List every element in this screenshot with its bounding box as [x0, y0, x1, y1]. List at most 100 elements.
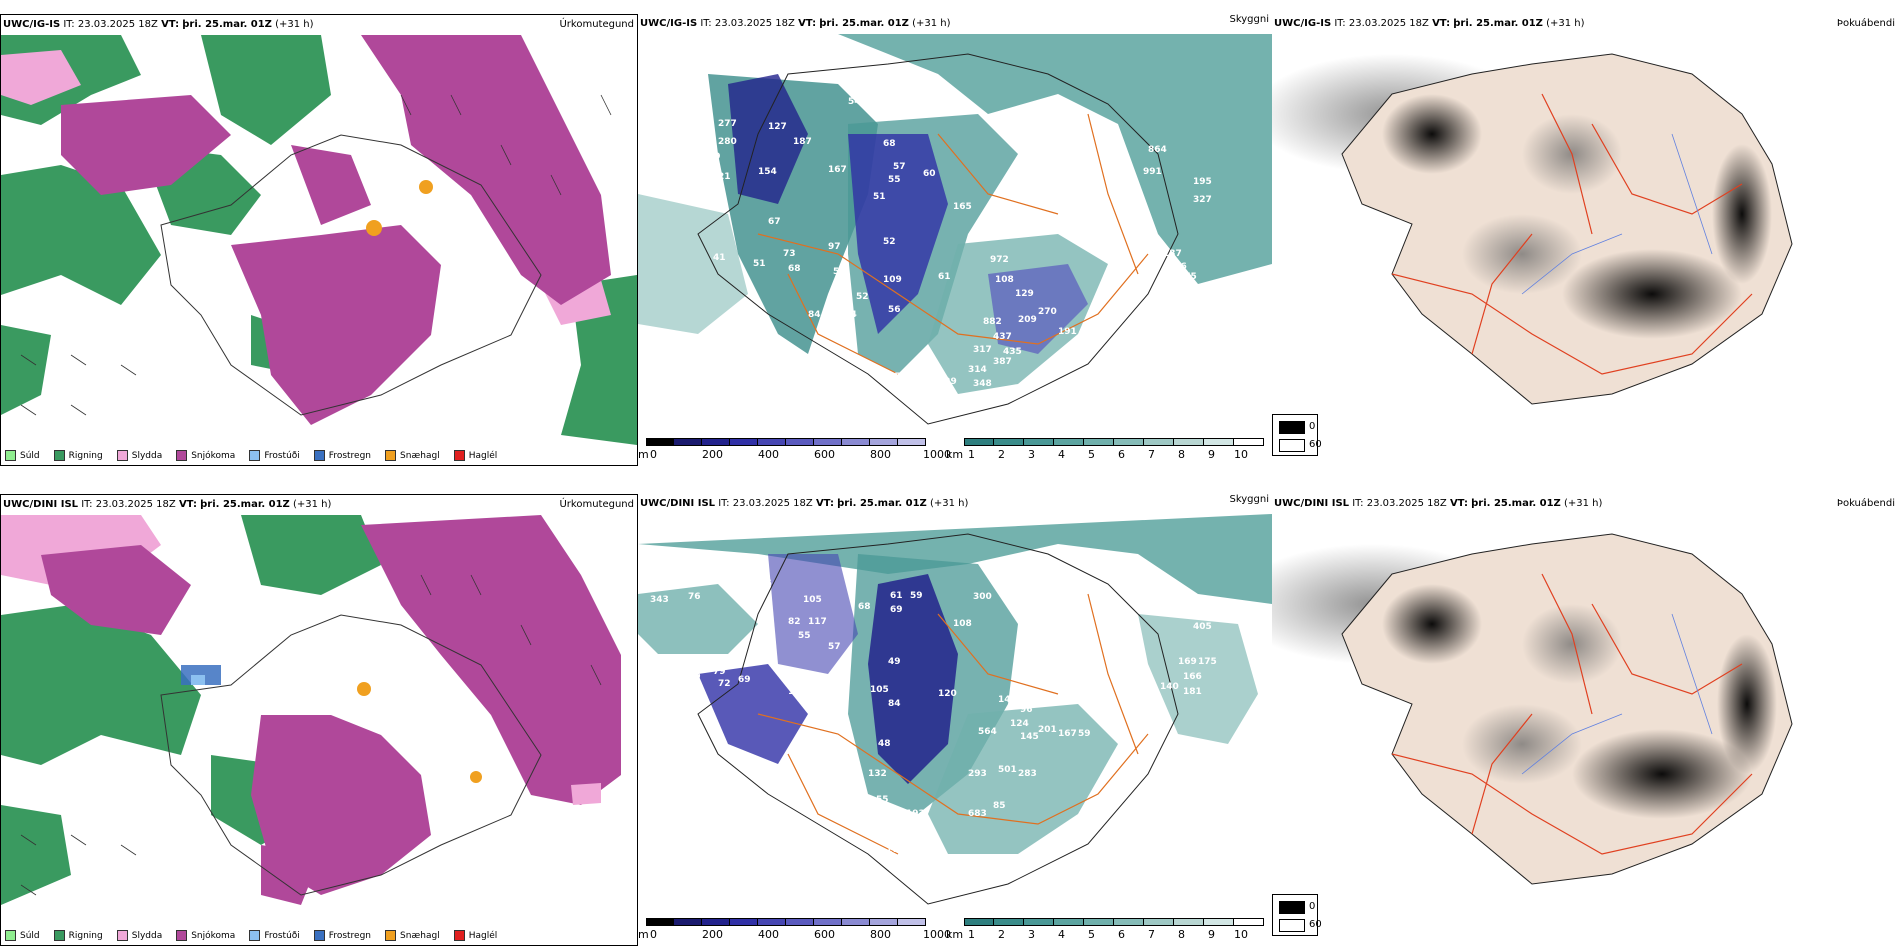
panel-type-label: Þokuábendi [1836, 18, 1895, 29]
legend-item: Slydda [116, 930, 162, 941]
svg-text:343: 343 [650, 595, 669, 605]
svg-text:314: 314 [968, 365, 987, 375]
svg-text:437: 437 [993, 332, 1012, 342]
cloud-map-top: 545 127 277 280 187 68 79 154 57 167 55 … [638, 34, 1272, 434]
svg-text:68: 68 [883, 139, 896, 149]
precip-map-top [1, 35, 637, 445]
cloud-panel-bottom: UWC/DINI ISL IT: 23.03.2025 18Z VT: þri.… [638, 494, 1272, 946]
svg-text:51: 51 [753, 259, 766, 269]
svg-text:24: 24 [918, 403, 931, 413]
svg-text:166: 166 [1183, 672, 1202, 682]
svg-text:82: 82 [788, 617, 801, 627]
svg-text:52: 52 [883, 237, 896, 247]
svg-text:317: 317 [973, 345, 992, 355]
svg-text:35: 35 [658, 682, 671, 692]
fog-map-bottom [1272, 514, 1900, 914]
svg-text:972: 972 [990, 255, 1009, 265]
panel-title-bottom-mid: UWC/DINI ISL IT: 23.03.2025 18Z VT: þri.… [640, 498, 969, 509]
legend-item: Snjókoma [176, 450, 235, 461]
svg-text:68: 68 [788, 264, 801, 274]
svg-text:991: 991 [1143, 167, 1162, 177]
panel-type-label: Úrkomutegund [559, 19, 634, 30]
cloud-panel-top: UWC/IG-IS IT: 23.03.2025 18Z VT: þri. 25… [638, 14, 1272, 466]
svg-text:52: 52 [856, 292, 869, 302]
svg-text:68: 68 [858, 602, 871, 612]
svg-text:72: 72 [883, 827, 896, 837]
svg-text:169: 169 [1178, 657, 1197, 667]
svg-text:683: 683 [968, 809, 987, 819]
legend-item: Snjókoma [176, 930, 235, 941]
svg-text:59: 59 [910, 591, 923, 601]
svg-text:405: 405 [1193, 622, 1212, 632]
svg-text:435: 435 [1003, 347, 1022, 357]
svg-text:57: 57 [828, 642, 841, 652]
svg-text:348: 348 [973, 379, 992, 389]
svg-text:637: 637 [1153, 599, 1172, 609]
panel-title-top-mid: UWC/IG-IS IT: 23.03.2025 18Z VT: þri. 25… [640, 18, 951, 29]
svg-text:300: 300 [973, 592, 992, 602]
svg-text:109: 109 [883, 275, 902, 285]
svg-text:105: 105 [803, 595, 822, 605]
svg-text:134: 134 [788, 687, 807, 697]
fog-panel-bottom: UWC/DINI ISL IT: 23.03.2025 18Z VT: þri.… [1272, 494, 1900, 946]
legend-item: Frostregn [313, 930, 371, 941]
svg-text:198: 198 [938, 405, 957, 415]
svg-text:145: 145 [1020, 732, 1039, 742]
svg-text:97: 97 [828, 242, 841, 252]
svg-text:277: 277 [718, 119, 737, 129]
svg-text:175: 175 [1198, 657, 1217, 667]
svg-text:545: 545 [848, 97, 867, 107]
svg-text:191: 191 [1058, 327, 1077, 337]
svg-text:165: 165 [953, 202, 972, 212]
svg-text:108: 108 [995, 275, 1014, 285]
svg-text:283: 283 [1018, 769, 1037, 779]
svg-text:40: 40 [688, 672, 701, 682]
svg-text:171: 171 [886, 845, 905, 855]
legend-item: Súld [5, 450, 40, 461]
svg-text:55: 55 [888, 175, 901, 185]
svg-text:108: 108 [953, 619, 972, 629]
fog-panel-top: UWC/IG-IS IT: 23.03.2025 18Z VT: þri. 25… [1272, 14, 1900, 466]
panel-title-bottom-right: UWC/DINI ISL IT: 23.03.2025 18Z VT: þri.… [1274, 498, 1603, 509]
svg-text:59: 59 [833, 267, 846, 277]
legend-item: Súld [5, 930, 40, 941]
svg-text:124: 124 [1010, 719, 1029, 729]
legend-item: Rigning [53, 450, 103, 461]
precip-map-bottom [1, 515, 637, 925]
svg-text:96: 96 [1020, 705, 1033, 715]
svg-text:167: 167 [828, 165, 847, 175]
svg-text:564: 564 [978, 727, 997, 737]
svg-text:270: 270 [1038, 307, 1057, 317]
svg-text:375: 375 [1178, 272, 1197, 282]
svg-text:85: 85 [993, 801, 1006, 811]
panel-title-bottom-left: UWC/DINI ISL IT: 23.03.2025 18Z VT: þri.… [3, 499, 332, 510]
svg-text:117: 117 [808, 617, 827, 627]
svg-text:60: 60 [923, 169, 936, 179]
precip-legend-bottom: Súld Rigning Slydda Snjókoma Frostúði Fr… [5, 930, 497, 941]
svg-text:193: 193 [906, 809, 925, 819]
svg-text:48: 48 [878, 739, 891, 749]
panel-type-label: Úrkomutegund [559, 499, 634, 510]
precip-legend-top: Súld Rigning Slydda Snjókoma Frostúði Fr… [5, 450, 497, 461]
legend-item: Slydda [116, 450, 162, 461]
svg-text:73: 73 [783, 249, 796, 259]
precip-type-panel-bottom: UWC/DINI ISL IT: 23.03.2025 18Z VT: þri.… [0, 494, 638, 946]
svg-text:187: 187 [793, 137, 812, 147]
legend-item: Haglél [453, 930, 497, 941]
svg-text:151: 151 [888, 372, 907, 382]
panel-type-label: Skyggni [1229, 14, 1269, 25]
svg-text:56: 56 [888, 305, 901, 315]
svg-text:69: 69 [738, 675, 751, 685]
precip-type-panel-top: UWC/IG-IS IT: 23.03.2025 18Z VT: þri. 25… [0, 14, 638, 466]
svg-text:864: 864 [1148, 145, 1167, 155]
svg-text:140: 140 [1160, 682, 1179, 692]
svg-text:79: 79 [708, 152, 721, 162]
svg-text:181: 181 [1183, 687, 1202, 697]
svg-text:20: 20 [710, 187, 723, 197]
legend-item: Frostúði [249, 930, 300, 941]
svg-text:174: 174 [838, 310, 857, 320]
svg-text:129: 129 [1015, 289, 1034, 299]
svg-text:44: 44 [1078, 332, 1091, 342]
svg-text:146: 146 [753, 579, 772, 589]
svg-text:137: 137 [1163, 249, 1182, 259]
